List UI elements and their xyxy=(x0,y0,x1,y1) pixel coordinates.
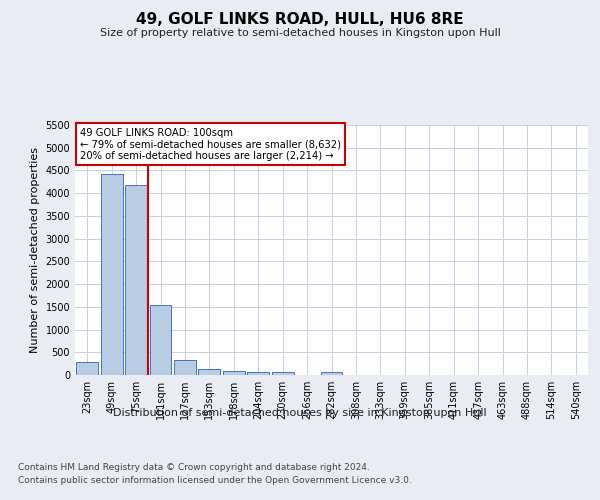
Bar xyxy=(76,362,98,375)
Bar xyxy=(174,360,196,375)
Text: 49, GOLF LINKS ROAD, HULL, HU6 8RE: 49, GOLF LINKS ROAD, HULL, HU6 8RE xyxy=(136,12,464,28)
Bar xyxy=(223,372,245,375)
Y-axis label: Number of semi-detached properties: Number of semi-detached properties xyxy=(30,147,40,353)
Bar xyxy=(199,369,220,375)
Text: Contains public sector information licensed under the Open Government Licence v3: Contains public sector information licen… xyxy=(18,476,412,485)
Bar xyxy=(125,186,147,375)
Text: Size of property relative to semi-detached houses in Kingston upon Hull: Size of property relative to semi-detach… xyxy=(100,28,500,38)
Text: 49 GOLF LINKS ROAD: 100sqm
← 79% of semi-detached houses are smaller (8,632)
20%: 49 GOLF LINKS ROAD: 100sqm ← 79% of semi… xyxy=(80,128,341,160)
Bar xyxy=(149,304,172,375)
Bar xyxy=(272,372,293,375)
Bar xyxy=(247,372,269,375)
Text: Contains HM Land Registry data © Crown copyright and database right 2024.: Contains HM Land Registry data © Crown c… xyxy=(18,462,370,471)
Bar xyxy=(320,372,343,375)
Bar xyxy=(101,174,122,375)
Text: Distribution of semi-detached houses by size in Kingston upon Hull: Distribution of semi-detached houses by … xyxy=(113,408,487,418)
